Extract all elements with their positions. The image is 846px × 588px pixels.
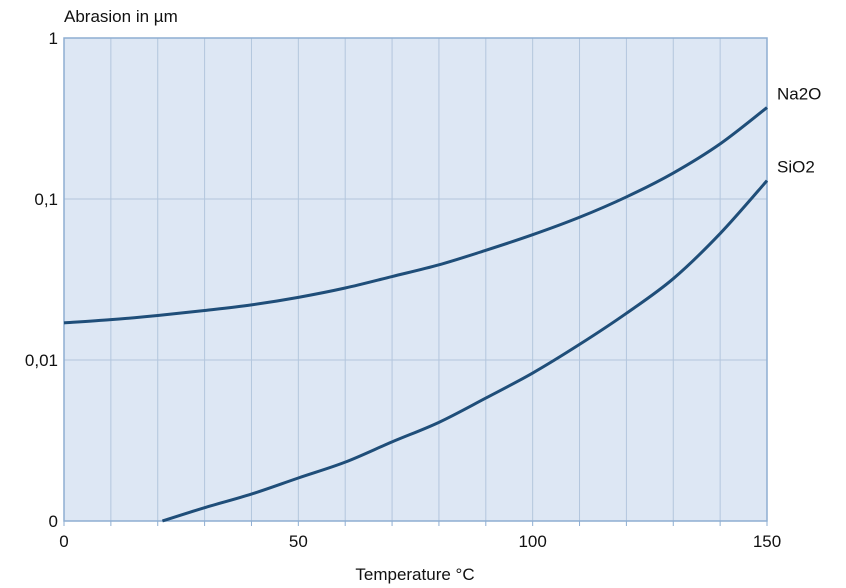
x-tick-label: 100: [518, 532, 546, 551]
series-label-na2o: Na2O: [777, 85, 821, 104]
y-tick-label: 0: [49, 512, 58, 531]
series-line-na2o: [63, 106, 768, 325]
x-axis-title: Temperature °C: [355, 565, 474, 584]
tick-labels: 0 50 100 150 0 0,01 0,1 1: [25, 29, 781, 551]
frame: [63, 37, 768, 526]
y-tick-label: 1: [49, 29, 58, 48]
series-lines: Na2O SiO2: [63, 85, 821, 523]
plot-frame: [63, 37, 768, 522]
y-axis-title: Abrasion in µm: [64, 7, 178, 26]
y-tick-label: 0,01: [25, 351, 58, 370]
y-tick-label: 0,1: [34, 190, 58, 209]
x-tick-label: 50: [289, 532, 308, 551]
series-label-sio2: SiO2: [777, 158, 815, 177]
x-tick-label: 0: [59, 532, 68, 551]
plot-area: [64, 38, 767, 521]
x-tick-label: 150: [753, 532, 781, 551]
series-line-sio2: [161, 179, 769, 523]
